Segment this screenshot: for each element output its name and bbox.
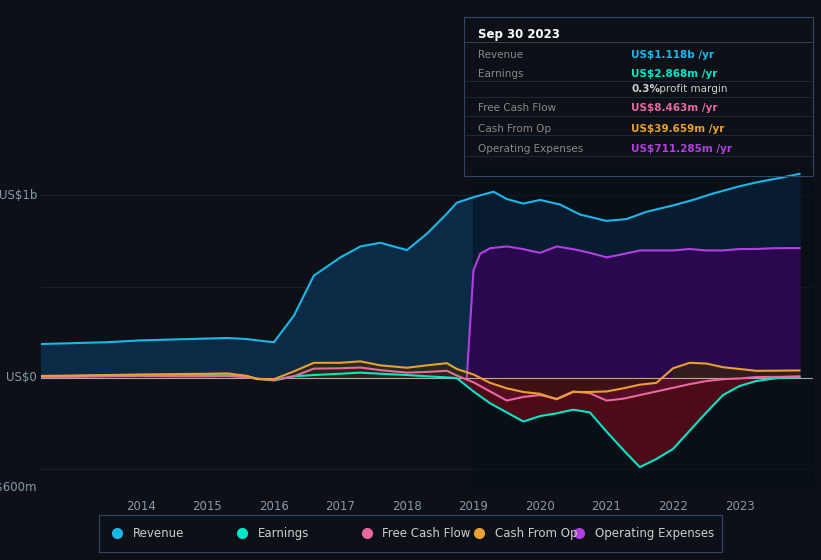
Text: Cash From Op: Cash From Op [478,124,551,133]
Text: US$1b: US$1b [0,189,37,202]
Text: 2023: 2023 [725,500,754,513]
Text: US$1.118b /yr: US$1.118b /yr [631,50,714,60]
Text: 2020: 2020 [525,500,555,513]
Text: Free Cash Flow: Free Cash Flow [478,103,556,113]
Text: 2015: 2015 [192,500,222,513]
Text: US$0: US$0 [7,371,37,384]
Text: US$2.868m /yr: US$2.868m /yr [631,69,718,80]
Text: 0.3%: 0.3% [631,83,660,94]
Text: profit margin: profit margin [657,83,728,94]
Text: Operating Expenses: Operating Expenses [478,144,583,154]
Text: US$711.285m /yr: US$711.285m /yr [631,144,732,154]
Text: Sep 30 2023: Sep 30 2023 [478,28,560,41]
Text: 2016: 2016 [259,500,289,513]
Text: Operating Expenses: Operating Expenses [594,527,713,540]
Text: 2021: 2021 [592,500,621,513]
Text: Earnings: Earnings [478,69,523,80]
Text: US$8.463m /yr: US$8.463m /yr [631,103,718,113]
Text: 2022: 2022 [658,500,688,513]
Text: Revenue: Revenue [478,50,523,60]
Text: US$39.659m /yr: US$39.659m /yr [631,124,725,133]
Text: 2017: 2017 [325,500,355,513]
Text: 2014: 2014 [126,500,156,513]
Text: 2019: 2019 [459,500,488,513]
Text: Cash From Op: Cash From Op [495,527,577,540]
Text: 2018: 2018 [392,500,422,513]
Text: -US$600m: -US$600m [0,480,37,494]
Text: Free Cash Flow: Free Cash Flow [383,527,470,540]
Text: Earnings: Earnings [258,527,309,540]
Text: Revenue: Revenue [133,527,184,540]
